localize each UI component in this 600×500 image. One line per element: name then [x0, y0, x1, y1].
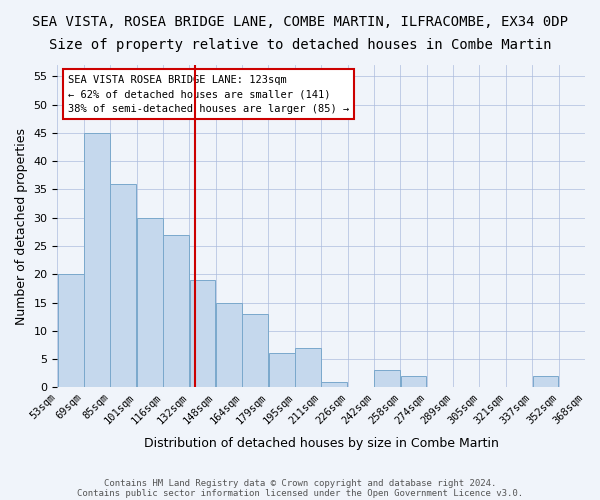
- Text: SEA VISTA ROSEA BRIDGE LANE: 123sqm
← 62% of detached houses are smaller (141)
3: SEA VISTA ROSEA BRIDGE LANE: 123sqm ← 62…: [68, 74, 349, 114]
- Bar: [216, 302, 242, 388]
- Bar: [295, 348, 321, 388]
- Text: SEA VISTA, ROSEA BRIDGE LANE, COMBE MARTIN, ILFRACOMBE, EX34 0DP: SEA VISTA, ROSEA BRIDGE LANE, COMBE MART…: [32, 15, 568, 29]
- Bar: [374, 370, 400, 388]
- Bar: [269, 354, 295, 388]
- Y-axis label: Number of detached properties: Number of detached properties: [15, 128, 28, 324]
- Bar: [242, 314, 268, 388]
- Bar: [322, 382, 347, 388]
- X-axis label: Distribution of detached houses by size in Combe Martin: Distribution of detached houses by size …: [144, 437, 499, 450]
- Text: Contains public sector information licensed under the Open Government Licence v3: Contains public sector information licen…: [77, 488, 523, 498]
- Bar: [58, 274, 83, 388]
- Bar: [190, 280, 215, 388]
- Bar: [110, 184, 136, 388]
- Bar: [533, 376, 559, 388]
- Text: Size of property relative to detached houses in Combe Martin: Size of property relative to detached ho…: [49, 38, 551, 52]
- Text: Contains HM Land Registry data © Crown copyright and database right 2024.: Contains HM Land Registry data © Crown c…: [104, 478, 496, 488]
- Bar: [401, 376, 427, 388]
- Bar: [137, 218, 163, 388]
- Bar: [84, 133, 110, 388]
- Bar: [163, 234, 189, 388]
